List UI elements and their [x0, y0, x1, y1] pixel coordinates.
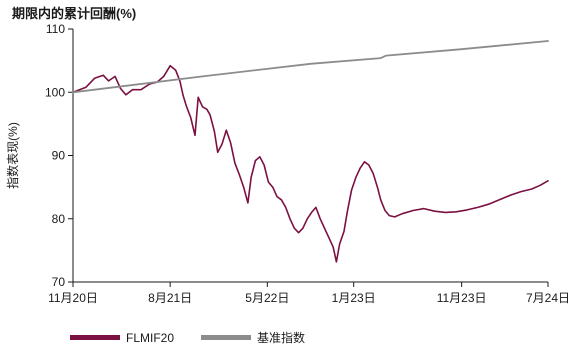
series-line-benchmark	[72, 40, 549, 94]
legend-item-flmif20: FLMIF20	[70, 331, 174, 345]
x-tick-label: 7月24日	[526, 291, 569, 305]
legend-label-flmif20: FLMIF20	[126, 330, 175, 345]
x-tick-label: 1月23日	[332, 291, 376, 305]
y-tick-label: 100	[45, 85, 65, 99]
legend-swatch-benchmark	[201, 335, 252, 340]
x-tick-label: 5月22日	[245, 291, 289, 305]
x-tick-label: 11月23日	[437, 291, 487, 305]
y-tick-label: 90	[52, 149, 66, 163]
axes	[72, 29, 548, 283]
x-ticks: 11月20日 8月21日 5月22日 1月23日 11月23日 7月24日	[48, 282, 569, 305]
legend-swatch-flmif20	[70, 335, 120, 340]
x-tick-label: 8月21日	[148, 291, 192, 305]
series-line-flmif20	[72, 64, 549, 263]
y-tick-label: 80	[52, 212, 66, 226]
chart-title: 期限内的累计回酬(%)	[12, 6, 137, 21]
y-tick-label: 110	[46, 22, 65, 36]
legend-label-benchmark: 基准指数	[257, 331, 306, 345]
series-lines	[72, 40, 549, 263]
legend-item-benchmark: 基准指数	[201, 329, 305, 346]
y-tick-label: 70	[52, 275, 66, 289]
y-ticks: 70 80 90 100 110	[45, 22, 73, 289]
x-tick-label: 11月20日	[48, 291, 98, 305]
legend: FLMIF20 基准指数	[70, 329, 332, 346]
y-axis-label: 指数表现(%)	[5, 122, 20, 189]
